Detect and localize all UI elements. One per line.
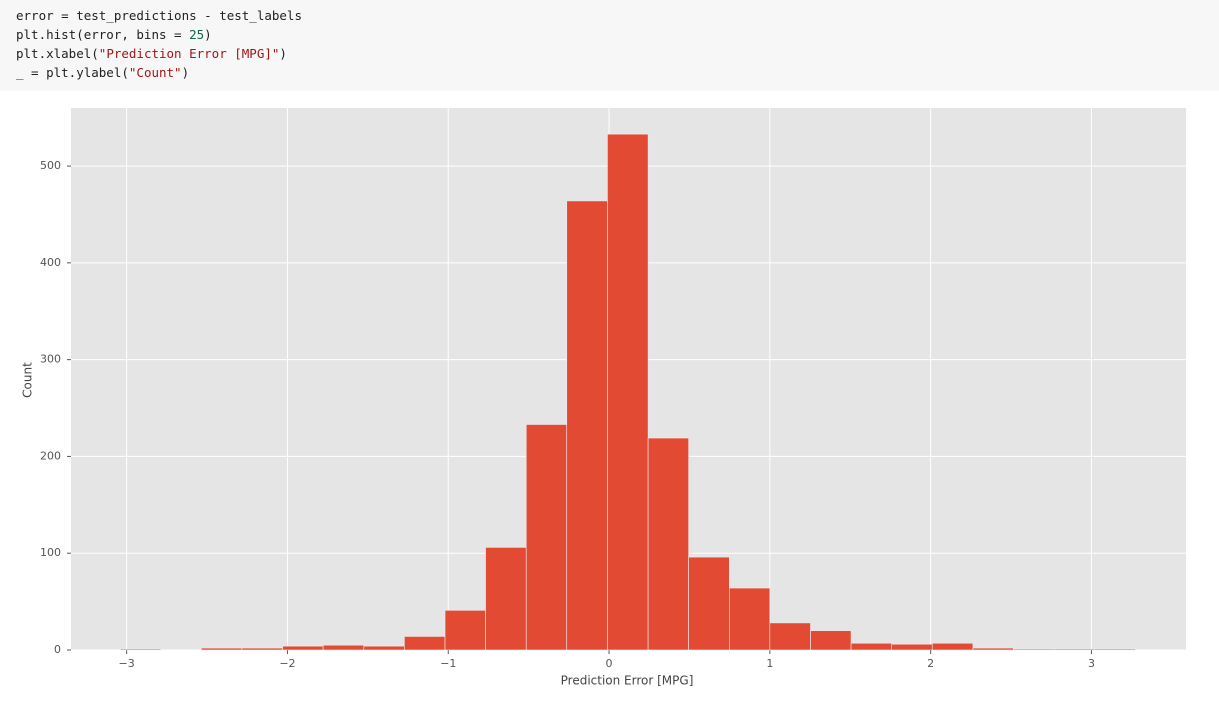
x-axis-label: Prediction Error [MPG] xyxy=(561,674,694,688)
bar xyxy=(525,424,568,651)
code-token: ) xyxy=(181,65,190,80)
bar xyxy=(201,647,243,651)
bar xyxy=(850,642,893,651)
code-token: error = test_predictions - test_labels xyxy=(16,8,302,23)
code-token: 25 xyxy=(189,27,205,42)
bar xyxy=(1094,648,1136,651)
code-token: ) xyxy=(279,46,287,61)
code-token: "Count" xyxy=(128,65,182,80)
y-tick-label: 100 xyxy=(40,546,61,559)
code-line: plt.hist(error, bins = 25) xyxy=(16,25,1203,44)
bar xyxy=(1053,648,1095,651)
bar xyxy=(282,645,324,651)
x-tick-label: 3 xyxy=(1088,657,1095,670)
bar xyxy=(444,610,486,651)
bar xyxy=(972,647,1014,651)
x-tick-label: 2 xyxy=(927,657,934,670)
code-token: plt.hist(error, bins = xyxy=(16,27,190,42)
x-tick-label: 1 xyxy=(766,657,773,670)
code-line: plt.xlabel("Prediction Error [MPG]") xyxy=(16,44,1203,63)
bar xyxy=(322,644,365,651)
bar xyxy=(769,622,811,651)
y-tick-label: 300 xyxy=(40,353,61,366)
bar xyxy=(931,642,974,651)
x-tick-label: −1 xyxy=(440,657,456,670)
bar xyxy=(647,437,689,651)
code-token: "Prediction Error [MPG]" xyxy=(98,46,280,61)
bar xyxy=(241,647,283,651)
bar xyxy=(810,630,852,651)
y-tick-label: 500 xyxy=(40,159,61,172)
bar xyxy=(485,547,527,651)
code-line: _ = plt.ylabel("Count") xyxy=(16,63,1203,82)
y-tick-label: 0 xyxy=(54,643,61,656)
bar xyxy=(729,587,771,651)
y-tick-label: 400 xyxy=(40,256,61,269)
y-axis-label: Count xyxy=(21,362,35,398)
code-line: error = test_predictions - test_labels xyxy=(16,6,1203,25)
x-tick-label: −2 xyxy=(279,657,295,670)
x-tick-label: 0 xyxy=(606,657,613,670)
bar xyxy=(363,645,405,651)
bar xyxy=(119,648,162,651)
bar xyxy=(607,133,649,651)
bar xyxy=(891,643,933,651)
bar xyxy=(566,200,608,651)
code-token: ) xyxy=(204,27,212,42)
code-token: plt.xlabel( xyxy=(16,46,99,61)
bar xyxy=(404,636,446,651)
bar xyxy=(688,556,730,651)
bar xyxy=(1013,648,1055,651)
x-tick-label: −3 xyxy=(119,657,135,670)
code-token: _ = plt.ylabel( xyxy=(16,65,129,80)
y-tick-label: 200 xyxy=(40,449,61,462)
